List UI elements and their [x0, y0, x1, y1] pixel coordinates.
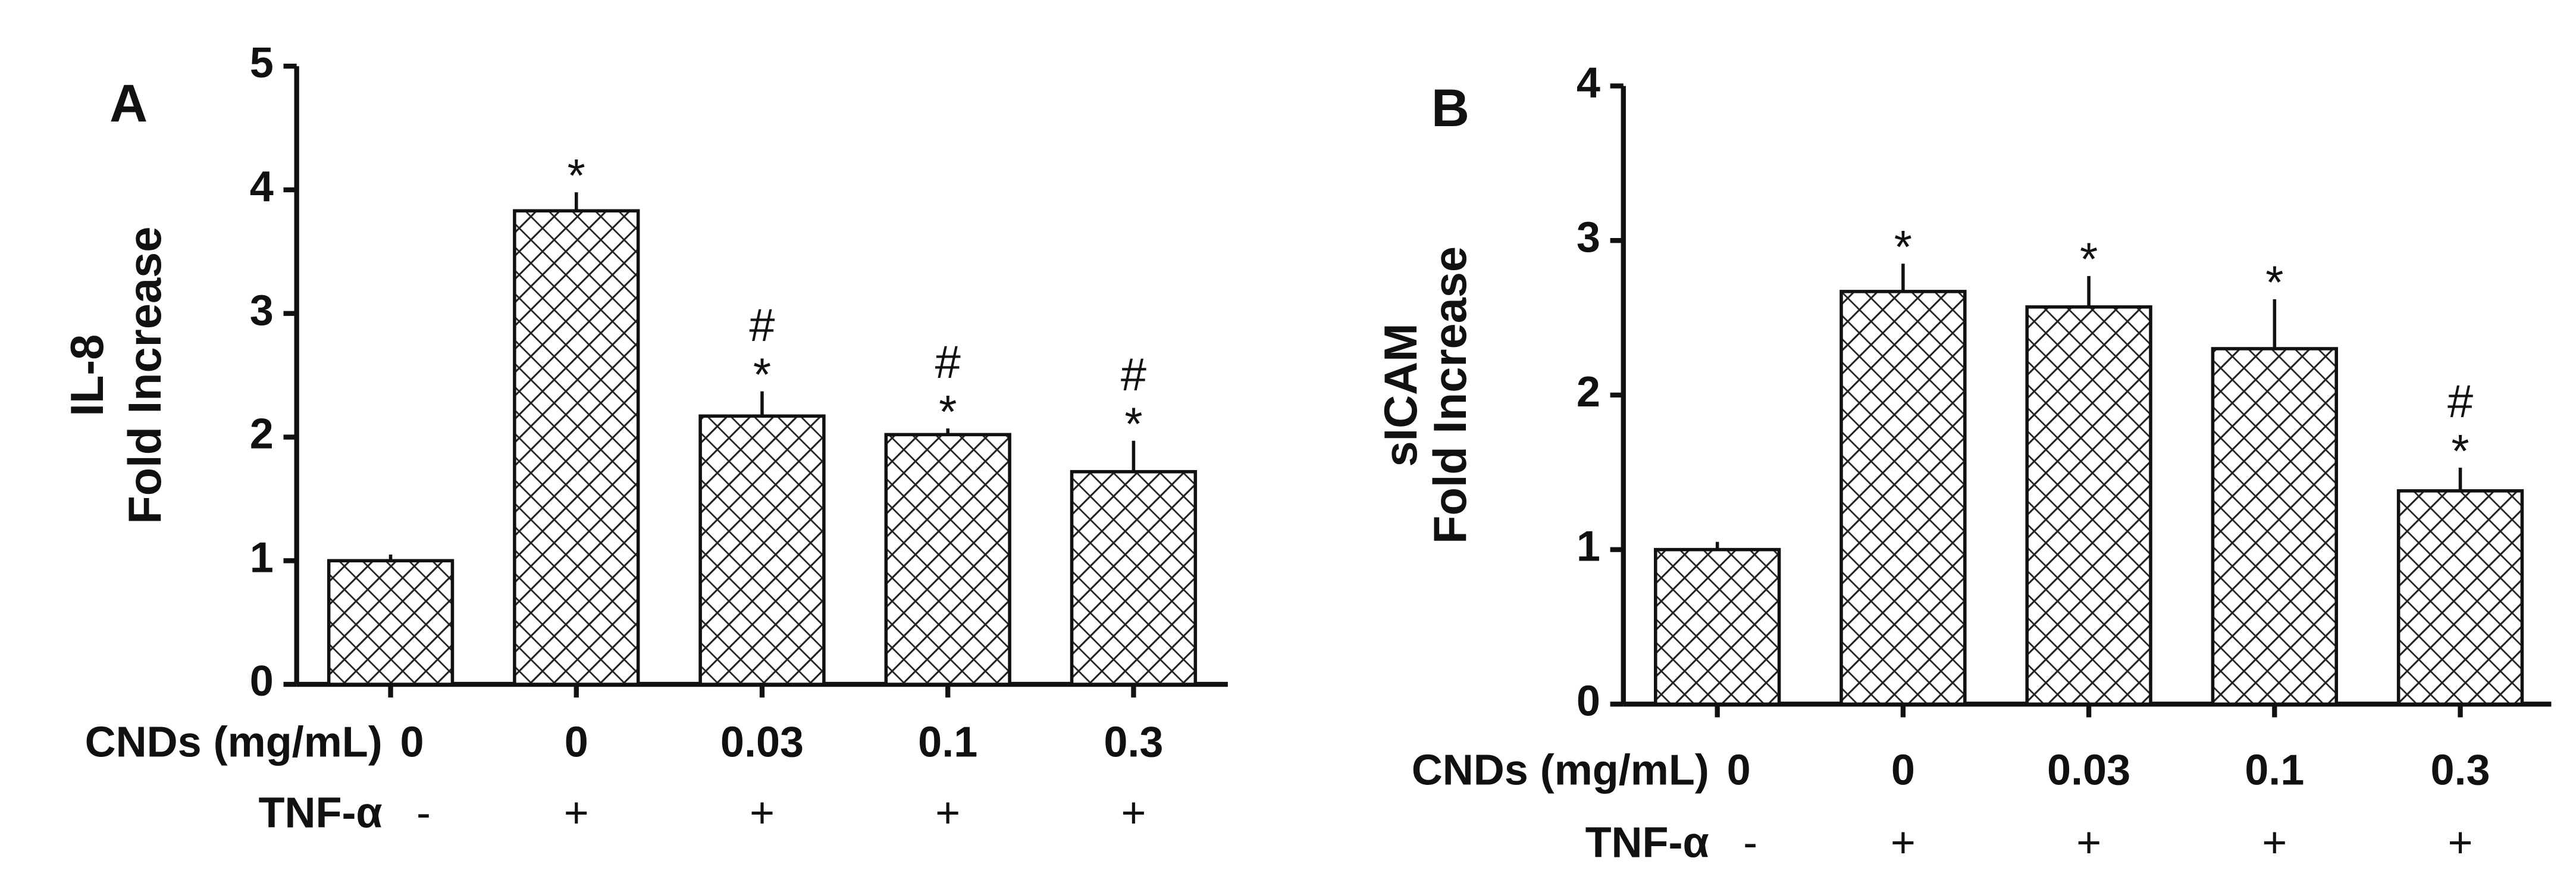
y-axis-label: IL-8	[62, 334, 113, 417]
bar	[513, 209, 640, 686]
row-label: CNDs (mg/mL)	[85, 719, 383, 766]
tnf-label: +	[1891, 819, 1916, 867]
bar	[327, 559, 455, 686]
significance-marker: *	[753, 349, 771, 400]
tnf-label: +	[2076, 819, 2101, 867]
tnf-label: +	[935, 790, 960, 837]
tnf-label: -	[416, 790, 431, 837]
bar	[884, 433, 1011, 686]
significance-marker: *	[2080, 234, 2098, 285]
y-tick-label: 2	[1577, 368, 1600, 416]
panel-label: B	[1431, 79, 1469, 137]
category-label: 0.3	[1104, 719, 1163, 766]
y-tick-label: 1	[250, 534, 274, 581]
y-axis-label: Fold Increase	[120, 227, 171, 524]
bar	[1654, 547, 1781, 706]
y-tick-label: 1	[1577, 523, 1600, 571]
significance-marker: *	[939, 386, 957, 437]
y-axis-label: sICAM	[1375, 323, 1427, 467]
y-tick-label: 2	[250, 411, 274, 458]
category-label: 0.1	[2245, 747, 2304, 794]
significance-marker: #	[1121, 349, 1146, 400]
significance-marker: #	[935, 337, 961, 388]
row-label: TNF-α	[1585, 819, 1709, 867]
significance-marker: *	[1124, 399, 1142, 450]
category-label: 0	[1891, 747, 1915, 794]
tnf-label: +	[1121, 790, 1146, 837]
significance-marker: #	[749, 300, 775, 351]
significance-marker: *	[2265, 257, 2283, 308]
y-axis-label: Fold Increase	[1425, 246, 1476, 544]
tnf-label: +	[564, 790, 589, 837]
bar	[2211, 347, 2338, 706]
y-tick-label: 4	[1577, 59, 1600, 107]
category-label: 0	[565, 719, 588, 766]
tnf-label: +	[750, 790, 775, 837]
y-tick-label: 4	[250, 163, 274, 211]
category-label: 0	[1727, 747, 1751, 794]
significance-marker: #	[2447, 376, 2473, 427]
tnf-label: +	[2262, 819, 2287, 867]
category-label: 0.3	[2430, 747, 2490, 794]
row-label: CNDs (mg/mL)	[1412, 747, 1709, 794]
row-label: TNF-α	[258, 790, 382, 837]
bar	[2025, 305, 2152, 706]
significance-marker: *	[1894, 221, 1912, 273]
y-tick-label: 0	[250, 658, 274, 705]
bar	[2396, 489, 2524, 706]
panel-label: A	[109, 74, 148, 133]
y-tick-label: 3	[1577, 214, 1600, 261]
significance-marker: *	[568, 150, 585, 201]
y-tick-label: 5	[250, 39, 274, 87]
category-label: 0.03	[720, 719, 804, 766]
category-label: 0	[400, 719, 424, 766]
y-tick-label: 0	[1577, 677, 1600, 725]
tnf-label: -	[1743, 819, 1757, 867]
bar	[1070, 469, 1198, 686]
significance-marker: *	[2451, 425, 2469, 477]
y-tick-label: 3	[250, 287, 274, 334]
category-label: 0.03	[2047, 747, 2130, 794]
category-label: 0.1	[918, 719, 977, 766]
bar	[1839, 290, 1967, 706]
bar	[698, 414, 826, 686]
tnf-label: +	[2447, 819, 2472, 867]
